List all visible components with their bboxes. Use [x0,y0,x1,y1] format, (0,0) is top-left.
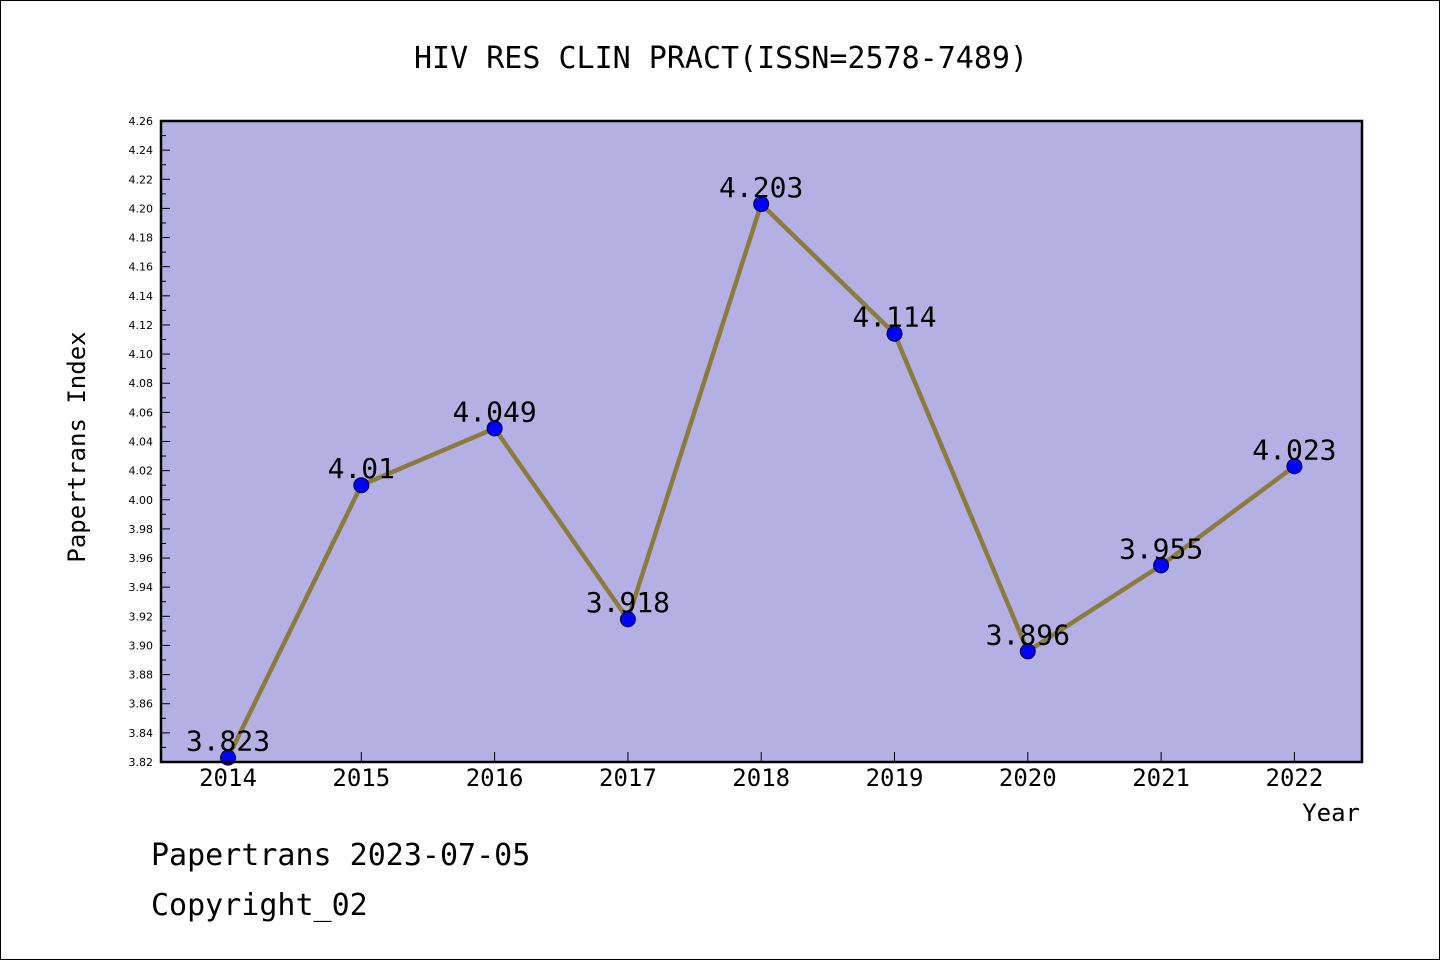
y-tick-label: 4.02 [129,465,154,478]
y-tick-label: 4.14 [129,290,154,303]
x-tick-label: 2019 [866,764,924,792]
y-tick-label: 3.98 [129,523,154,536]
data-point [753,196,770,213]
y-tick-label: 4.10 [129,348,154,361]
y-axis: 3.82 3.84 3.86 3.88 3.90 3.92 3.94 3.96 3.98 4.00… [129,115,170,769]
x-axis: 2014 2015 2016 2017 2018 2019 2020 2021 2022 [199,752,1323,792]
plot-area [161,121,1362,762]
y-tick-label: 4.24 [129,144,154,157]
footer-copyright: Copyright_02 [151,888,368,923]
data-label: 4.049 [452,395,536,428]
data-point [1153,557,1170,574]
data-point [886,325,903,342]
x-tick-label: 2016 [466,764,524,792]
data-point [353,477,370,494]
plot-border [159,119,1364,764]
x-tick-label: 2018 [732,764,790,792]
y-tick-label: 3.90 [129,639,154,652]
y-tick-label: 4.16 [129,261,154,274]
data-point [619,611,636,628]
footer-date: Papertrans 2023-07-05 [151,838,530,873]
data-label: 3.823 [186,725,270,758]
chart-title: HIV RES CLIN PRACT(ISSN=2578-7489) [414,41,1028,76]
series-group: 3.823 4.01 4.049 3.918 4.203 4.114 3.896 3.955 4… [186,171,1337,766]
y-tick-label: 3.82 [129,756,154,769]
y-tick-label: 4.22 [129,173,154,186]
y-tick-label: 4.08 [129,377,154,390]
y-tick-label: 3.88 [129,669,154,682]
y-tick-label: 3.92 [129,610,154,623]
data-point [486,420,503,437]
data-label: 4.114 [852,301,936,334]
y-tick-label: 4.12 [129,319,154,332]
y-tick-label: 3.84 [129,727,154,740]
y-tick-label: 4.20 [129,202,154,215]
y-tick-label: 4.00 [129,494,154,507]
x-axis-title: Year [1302,799,1360,827]
y-tick-label: 4.06 [129,406,154,419]
y-tick-label: 4.26 [129,115,154,128]
y-tick-label: 4.04 [129,436,154,449]
x-tick-label: 2022 [1266,764,1324,792]
x-tick-label: 2015 [332,764,390,792]
y-tick-label: 4.18 [129,232,154,245]
y-tick-label: 3.94 [129,581,154,594]
y-tick-label: 3.96 [129,552,154,565]
data-label: 4.01 [328,452,395,485]
data-label: 3.896 [986,618,1070,651]
data-point [1019,643,1036,660]
x-tick-label: 2017 [599,764,657,792]
data-label: 4.203 [719,171,803,204]
data-label: 3.918 [586,586,670,619]
data-label: 4.023 [1252,433,1336,466]
x-tick-label: 2021 [1132,764,1190,792]
x-tick-label: 2014 [199,764,257,792]
data-point [1286,458,1303,475]
data-label: 3.955 [1119,532,1203,565]
y-tick-label: 3.86 [129,698,154,711]
x-tick-label: 2020 [999,764,1057,792]
y-axis-title: Papertrans Index [63,331,91,562]
